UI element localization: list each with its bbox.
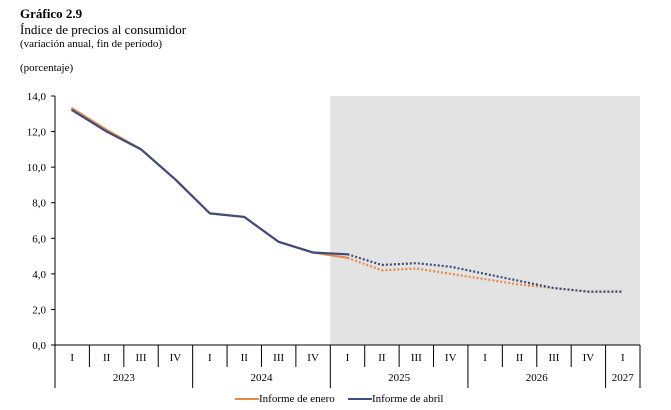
series-2-line-observed — [71, 109, 349, 256]
legend-swatch — [235, 398, 259, 400]
x-tick-label: II — [516, 352, 524, 364]
x-tick-label: I — [621, 352, 625, 364]
y-tick-label: 14,0 — [27, 91, 47, 103]
x-tick-label: I — [70, 352, 74, 364]
x-tick-label: III — [136, 352, 147, 364]
y-tick-label: 8,0 — [32, 198, 46, 210]
y-tick-label: 2,0 — [32, 304, 46, 316]
x-tick-label: II — [103, 352, 111, 364]
legend-label: Informe de enero — [259, 393, 335, 405]
x-tick-label: IV — [170, 352, 182, 364]
x-tick-label: I — [346, 352, 350, 364]
x-tick-label: III — [411, 352, 422, 364]
x-tick-label: IV — [307, 352, 319, 364]
line-chart: 0,02,04,06,08,010,012,014,0I II III IV I II II… — [27, 91, 641, 388]
x-tick-label: II — [378, 352, 386, 364]
x-tick-label: II — [241, 352, 249, 364]
y-tick-label: 10,0 — [27, 162, 47, 174]
y-tick-label: 4,0 — [32, 269, 46, 281]
chart-title: Gráfico 2.9 — [20, 6, 83, 21]
series-1-line-observed — [71, 107, 349, 259]
chart-note: (variación anual, fin de período) — [20, 38, 163, 50]
legend: Informe de enero Informe de abril — [0, 392, 671, 406]
legend-swatch — [348, 398, 372, 400]
legend-label: Informe de abril — [372, 393, 444, 405]
projection-shaded-area — [330, 96, 640, 345]
chart-subtitle: Índice de precios al consumidor — [20, 22, 187, 37]
x-tick-label: III — [548, 352, 559, 364]
x-tick-label: IV — [583, 352, 595, 364]
year-label: 2027 — [612, 372, 635, 384]
chart-header: Gráfico 2.9 Índice de precios al consumi… — [20, 6, 186, 51]
x-tick-label: IV — [445, 352, 457, 364]
y-tick-label: 0,0 — [32, 340, 46, 352]
year-label: 2026 — [526, 372, 549, 384]
y-tick-label: 12,0 — [27, 127, 47, 139]
x-tick-label: I — [208, 352, 212, 364]
year-label: 2023 — [113, 372, 136, 384]
y-axis-unit: (porcentaje) — [20, 62, 74, 74]
x-tick-label: I — [483, 352, 487, 364]
x-tick-label: III — [273, 352, 284, 364]
series-2-line-projected — [347, 253, 623, 293]
year-label: 2024 — [250, 372, 273, 384]
y-tick-label: 6,0 — [32, 233, 46, 245]
year-label: 2025 — [388, 372, 411, 384]
